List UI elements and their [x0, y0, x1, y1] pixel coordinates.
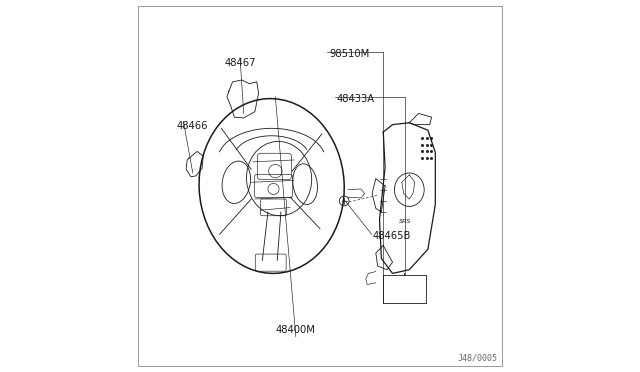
- Text: 48466: 48466: [177, 121, 208, 131]
- Text: 98510M: 98510M: [330, 49, 369, 59]
- Text: 48467: 48467: [224, 58, 256, 68]
- Text: J48/0005: J48/0005: [458, 354, 498, 363]
- Text: SRS: SRS: [399, 219, 412, 224]
- Text: 48465B: 48465B: [372, 231, 410, 241]
- Text: 48433A: 48433A: [337, 94, 375, 103]
- Text: 48400M: 48400M: [276, 325, 316, 335]
